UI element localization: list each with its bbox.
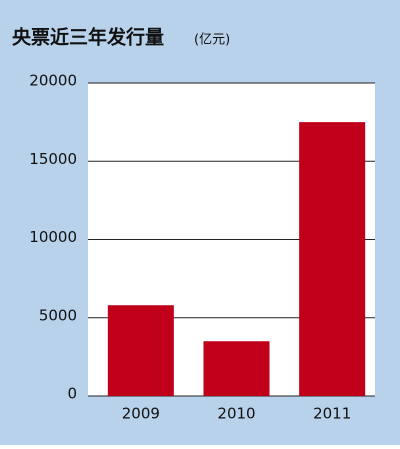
y-tick-label: 5000	[39, 306, 77, 324]
y-tick-label: 20000	[29, 72, 77, 90]
x-tick-label: 2011	[313, 405, 351, 423]
y-tick-label: 0	[67, 385, 77, 403]
y-tick-label: 15000	[29, 150, 77, 168]
bar	[299, 122, 366, 396]
x-tick-label: 2010	[217, 405, 255, 423]
y-axis-unit: (亿元)	[194, 33, 230, 48]
y-tick-label: 10000	[29, 228, 77, 246]
chart-title: 央票近三年发行量	[12, 26, 164, 49]
bar	[203, 341, 270, 396]
bar	[107, 305, 174, 396]
x-tick-label: 2009	[122, 405, 160, 423]
